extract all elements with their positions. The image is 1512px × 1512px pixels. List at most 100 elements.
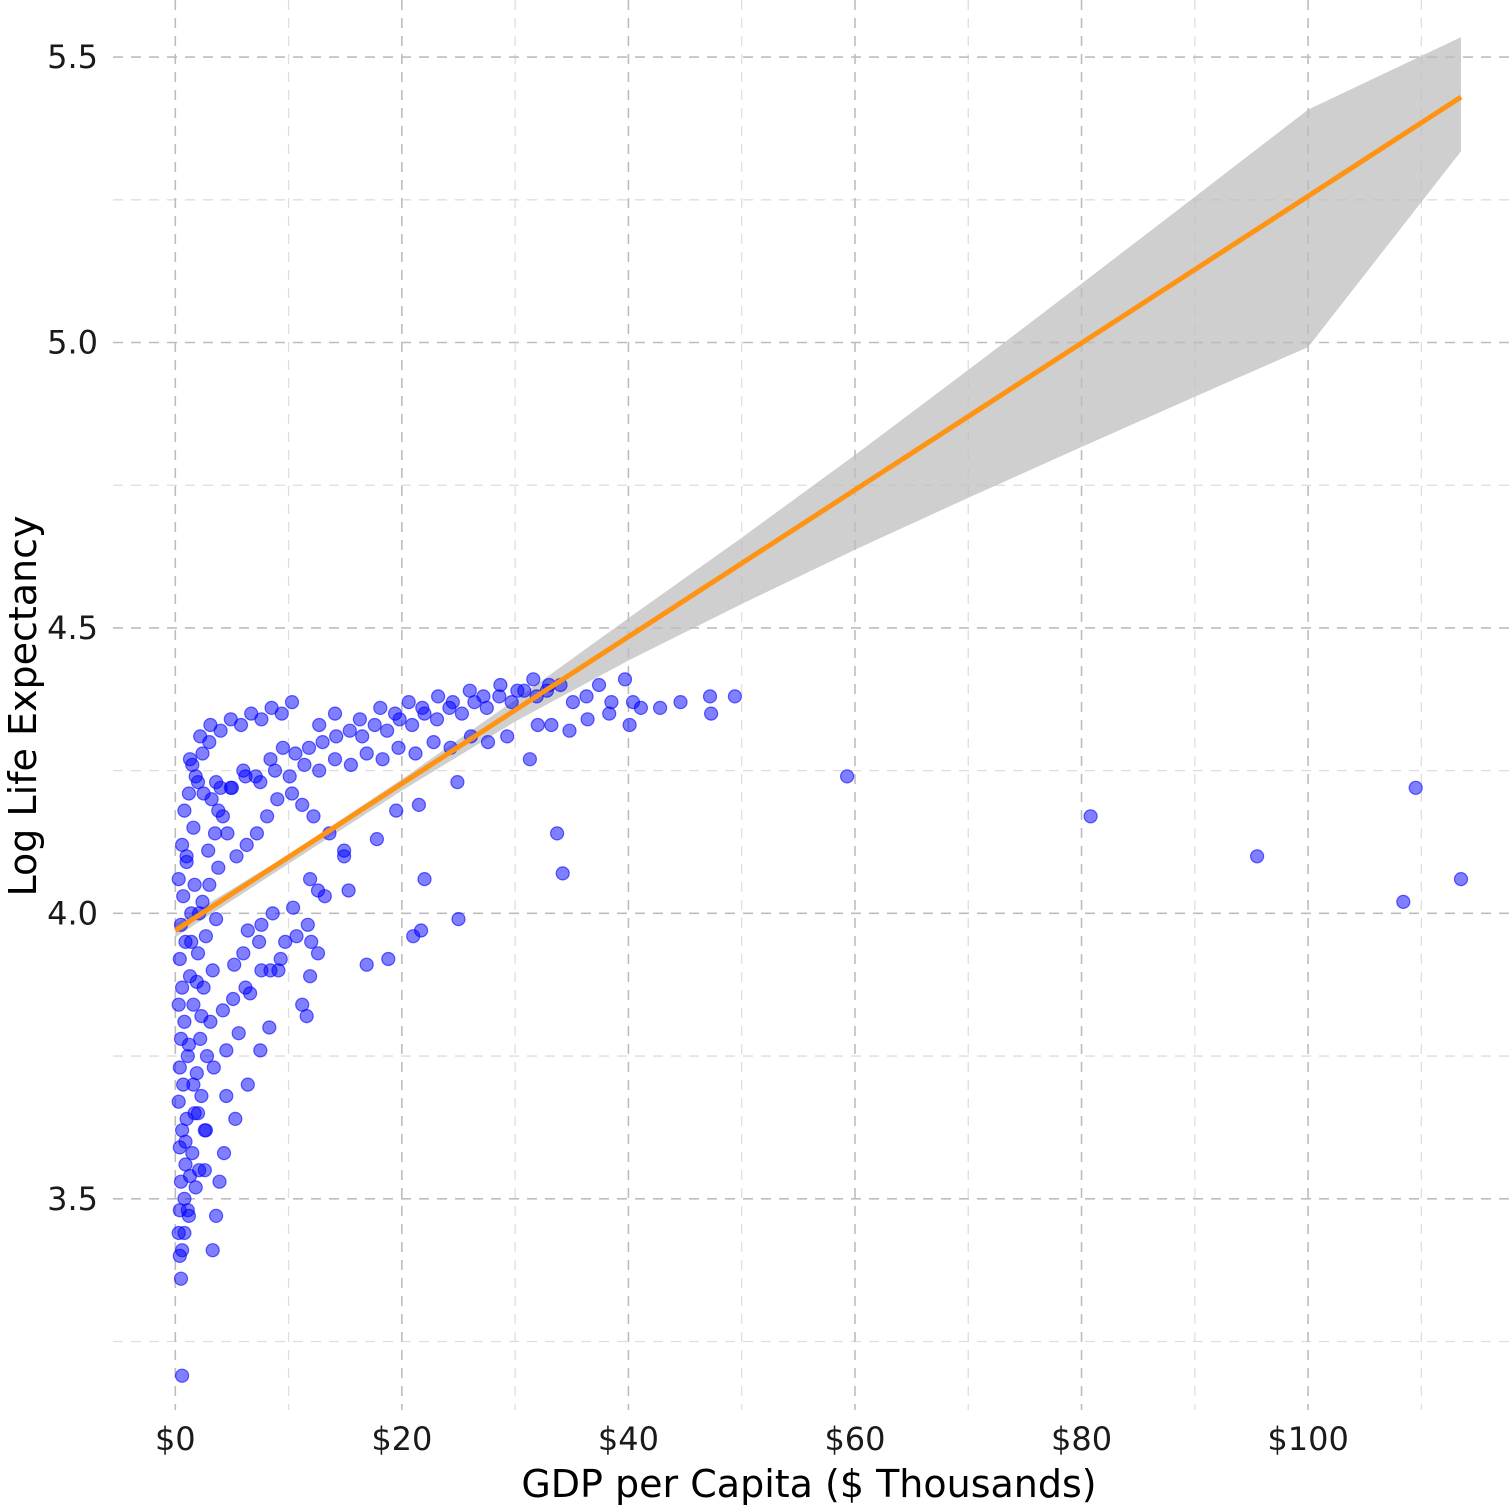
data-point [282,769,297,784]
data-point [480,734,496,750]
data-point [579,689,594,704]
x-tick-label: $20 [371,1420,432,1458]
data-point [295,797,310,813]
data-point [249,826,264,841]
x-tick-label: $40 [598,1420,659,1458]
data-point [380,723,395,738]
data-point [236,946,251,961]
data-point [253,1043,268,1058]
data-point [240,923,255,938]
regression-line [173,94,1463,933]
x-axis-title: GDP per Capita ($ Thousands) [521,1462,1096,1506]
data-point [267,763,283,778]
data-point [211,860,226,875]
confidence-band-layer [175,37,1461,938]
data-point [604,694,619,710]
data-point [215,1003,230,1018]
data-point [171,1094,186,1109]
y-tick-label: 4.5 [47,609,98,647]
data-point [233,717,249,733]
data-point [185,1145,200,1161]
data-point [240,1077,255,1092]
data-point [504,694,519,710]
x-tick-label: $60 [824,1420,885,1458]
data-point [223,780,238,795]
data-point [212,1174,227,1189]
data-point [565,694,581,710]
data-point [270,792,285,807]
data-point [431,689,446,704]
data-point [284,694,300,710]
data-point [555,866,570,881]
data-point [207,826,223,841]
data-point [312,717,327,733]
data-point [343,757,358,773]
data-point [522,752,538,767]
data-point [193,1031,208,1047]
data-point [262,1020,277,1035]
data-point [194,1088,209,1104]
data-point [219,1043,234,1058]
data-point [303,969,318,984]
data-point [549,826,565,841]
data-point [271,963,286,978]
y-tick-label: 3.5 [47,1180,98,1218]
data-point [286,900,301,915]
data-point [186,997,201,1012]
data-point [184,934,199,950]
data-point [375,752,390,767]
data-point [306,809,321,824]
data-point [530,717,545,733]
data-point [179,849,194,864]
data-point [352,712,367,727]
data-point [703,706,719,721]
data-point [181,1037,196,1052]
data-point [429,712,445,727]
data-point [315,734,330,750]
data-point [253,774,268,790]
y-tick-label: 5.0 [47,324,98,362]
data-point [367,717,382,733]
data-point [526,672,541,687]
data-point [411,797,426,813]
data-point [301,740,317,755]
data-point [304,934,319,950]
data-point [216,1145,232,1161]
data-point [254,712,269,727]
data-point [177,803,192,818]
data-point [198,929,213,944]
data-point [239,837,254,853]
data-point [213,723,228,738]
data-point [284,786,300,801]
data-point [172,951,187,967]
data-point [476,689,491,704]
data-point [194,1008,209,1024]
data-point [355,729,370,744]
data-point [454,706,469,721]
data-point [414,923,429,938]
data-point [243,986,258,1001]
data-point [451,911,466,927]
fit-line-layer [173,94,1463,933]
data-point [171,997,186,1012]
data-point [275,740,290,755]
data-point [617,672,633,687]
data-point [186,1077,201,1092]
data-point [175,980,190,995]
data-point [329,729,344,744]
data-point [177,1225,192,1241]
data-point [381,951,396,967]
data-point [602,706,617,721]
data-point [188,769,203,784]
data-point [274,706,289,721]
data-point [177,1014,192,1029]
data-point [1453,871,1469,887]
data-point [205,1243,220,1258]
data-point [341,883,356,898]
data-point [493,677,508,693]
data-point [260,809,275,824]
data-point [201,843,216,858]
data-point [175,1368,190,1383]
data-point [172,1248,187,1264]
